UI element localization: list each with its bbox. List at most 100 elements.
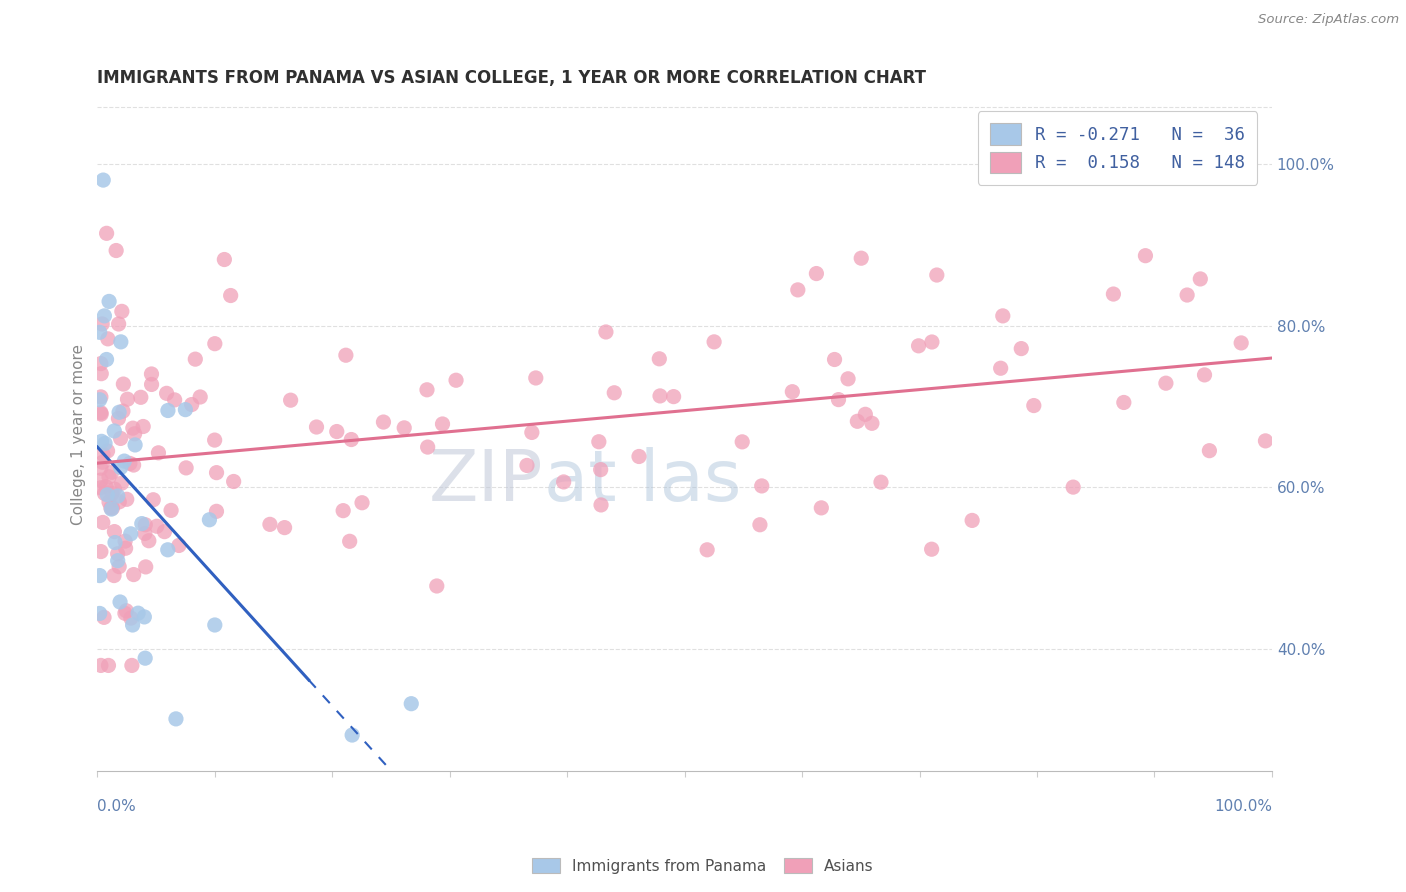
Point	[921, 334, 943, 349]
Point	[114, 541, 136, 556]
Point	[110, 334, 132, 349]
Point	[589, 498, 612, 512]
Point	[94, 480, 117, 494]
Point	[648, 351, 671, 366]
Point	[204, 618, 226, 632]
Point	[332, 503, 354, 517]
Point	[160, 503, 183, 517]
Point	[156, 386, 179, 401]
Point	[110, 432, 132, 446]
Point	[118, 457, 141, 471]
Point	[89, 326, 111, 340]
Point	[860, 417, 883, 431]
Point	[100, 502, 122, 516]
Point	[280, 393, 302, 408]
Point	[731, 434, 754, 449]
Point	[205, 466, 228, 480]
Point	[156, 403, 179, 417]
Point	[100, 465, 122, 479]
Point	[148, 446, 170, 460]
Point	[1194, 368, 1216, 382]
Point	[103, 524, 125, 539]
Point	[103, 424, 125, 438]
Point	[120, 526, 142, 541]
Point	[524, 371, 547, 385]
Point	[156, 542, 179, 557]
Point	[90, 406, 112, 420]
Point	[141, 367, 163, 381]
Point	[91, 455, 114, 469]
Point	[648, 389, 671, 403]
Point	[824, 352, 846, 367]
Point	[134, 651, 156, 665]
Point	[696, 542, 718, 557]
Point	[108, 559, 131, 574]
Point	[350, 496, 373, 510]
Point	[93, 486, 115, 500]
Point	[105, 244, 128, 258]
Point	[120, 611, 142, 625]
Point	[153, 524, 176, 539]
Point	[124, 426, 146, 441]
Point	[184, 352, 207, 367]
Point	[90, 367, 112, 381]
Point	[204, 433, 226, 447]
Point	[553, 475, 575, 489]
Point	[89, 568, 111, 582]
Point	[122, 458, 145, 472]
Point	[432, 417, 454, 431]
Point	[1010, 342, 1032, 356]
Point	[1154, 376, 1177, 391]
Point	[703, 334, 725, 349]
Point	[392, 421, 415, 435]
Point	[273, 520, 295, 534]
Point	[90, 434, 112, 449]
Point	[163, 392, 186, 407]
Point	[165, 712, 187, 726]
Point	[373, 415, 395, 429]
Point	[960, 513, 983, 527]
Point	[108, 405, 131, 419]
Point	[103, 482, 125, 496]
Point	[1254, 434, 1277, 448]
Point	[110, 476, 132, 491]
Point	[89, 607, 111, 621]
Point	[851, 251, 873, 265]
Point	[107, 411, 129, 425]
Point	[131, 516, 153, 531]
Point	[91, 173, 114, 187]
Point	[90, 461, 112, 475]
Point	[1062, 480, 1084, 494]
Point	[138, 533, 160, 548]
Point	[134, 526, 156, 541]
Text: IMMIGRANTS FROM PANAMA VS ASIAN COLLEGE, 1 YEAR OR MORE CORRELATION CHART: IMMIGRANTS FROM PANAMA VS ASIAN COLLEGE,…	[97, 69, 927, 87]
Point	[98, 470, 121, 484]
Point	[588, 434, 610, 449]
Point	[214, 252, 236, 267]
Point	[100, 500, 122, 515]
Point	[188, 390, 211, 404]
Point	[107, 489, 129, 503]
Point	[925, 268, 948, 282]
Legend: Immigrants from Panama, Asians: Immigrants from Panama, Asians	[526, 852, 880, 880]
Point	[1112, 395, 1135, 409]
Point	[305, 420, 328, 434]
Point	[222, 475, 245, 489]
Point	[748, 517, 770, 532]
Point	[101, 486, 124, 500]
Point	[111, 404, 134, 418]
Point	[90, 658, 112, 673]
Text: ZIP: ZIP	[429, 448, 544, 516]
Point	[595, 325, 617, 339]
Point	[97, 658, 120, 673]
Point	[520, 425, 543, 440]
Legend: R = -0.271   N =  36, R =  0.158   N = 148: R = -0.271 N = 36, R = 0.158 N = 148	[979, 112, 1257, 185]
Point	[112, 454, 135, 468]
Point	[111, 304, 134, 318]
Point	[117, 392, 139, 407]
Point	[846, 414, 869, 428]
Text: Source: ZipAtlas.com: Source: ZipAtlas.com	[1258, 13, 1399, 27]
Point	[146, 519, 169, 533]
Point	[516, 458, 538, 473]
Point	[174, 402, 197, 417]
